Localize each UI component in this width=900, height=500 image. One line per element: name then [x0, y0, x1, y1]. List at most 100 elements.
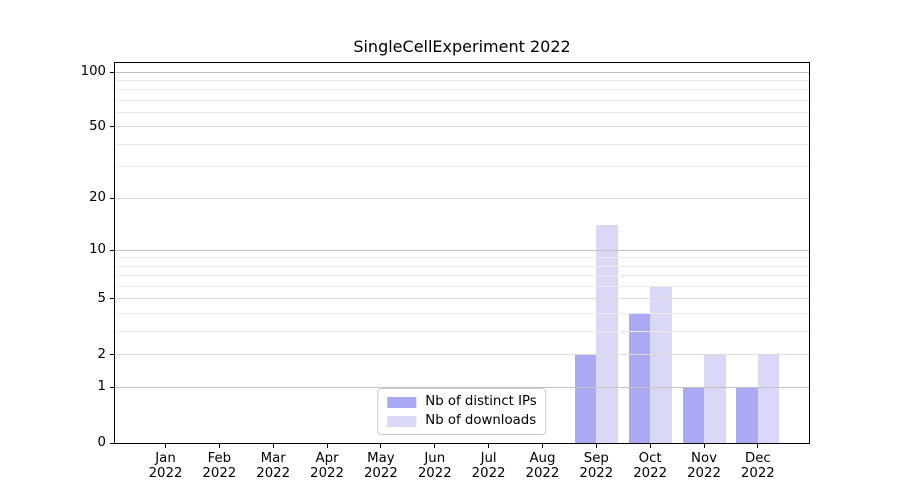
x-axis-tick-label: Apr 2022 — [299, 451, 355, 481]
x-tick-year: 2022 — [202, 466, 237, 481]
x-tick-mark — [434, 444, 436, 448]
x-tick-month: Apr — [315, 451, 339, 466]
gridline — [115, 386, 809, 388]
x-tick-month: Oct — [638, 451, 662, 466]
x-tick-year: 2022 — [148, 466, 183, 481]
x-axis-tick-label: Dec 2022 — [730, 451, 786, 481]
gridline — [115, 265, 809, 267]
y-tick-mark — [110, 249, 114, 251]
y-tick-mark — [110, 442, 114, 444]
y-tick-mark — [110, 197, 114, 199]
bar-downloads — [596, 225, 618, 443]
x-tick-mark — [757, 444, 759, 448]
x-axis-tick-label: Feb 2022 — [191, 451, 247, 481]
chart-title: SingleCellExperiment 2022 — [353, 37, 571, 56]
x-tick-mark — [541, 444, 543, 448]
x-axis-tick-label: Jan 2022 — [138, 451, 194, 481]
y-axis-tick-label: 50 — [89, 118, 106, 134]
gridline — [115, 166, 809, 168]
legend-swatch-distinct-ips — [387, 396, 417, 408]
x-tick-year: 2022 — [579, 466, 614, 481]
y-axis-tick-label: 0 — [97, 435, 106, 450]
y-tick-mark — [110, 71, 114, 73]
x-axis-tick-label: Jun 2022 — [407, 451, 463, 481]
legend-label-distinct-ips: Nb of distinct IPs — [425, 394, 537, 409]
x-tick-year: 2022 — [310, 466, 344, 481]
x-axis-tick-label: Aug 2022 — [514, 451, 570, 481]
gridline — [115, 126, 809, 128]
bar-downloads — [704, 354, 726, 443]
bar-downloads — [757, 354, 780, 443]
x-tick-month: May — [367, 451, 395, 466]
gridline — [115, 197, 809, 199]
y-axis-tick-label: 2 — [97, 346, 106, 362]
x-tick-mark — [703, 444, 705, 448]
gridline — [115, 71, 809, 73]
x-tick-month: Mar — [260, 451, 286, 466]
x-tick-month: Aug — [529, 451, 556, 466]
x-tick-year: 2022 — [740, 466, 775, 481]
x-tick-month: Nov — [691, 451, 717, 466]
gridline — [115, 143, 809, 145]
gridline — [115, 298, 809, 300]
x-tick-month: Dec — [744, 451, 771, 466]
x-tick-mark — [218, 444, 220, 448]
legend-item-distinct-ips: Nb of distinct IPs — [387, 394, 537, 410]
x-tick-month: Jun — [424, 451, 446, 466]
gridline — [115, 249, 809, 251]
legend: Nb of distinct IPs Nb of downloads — [377, 388, 547, 435]
y-axis-tick-label: 100 — [80, 64, 106, 80]
x-tick-month: Jul — [480, 451, 497, 466]
legend-swatch-downloads — [387, 415, 417, 427]
x-tick-mark — [595, 444, 597, 448]
x-tick-month: Jan — [155, 451, 176, 466]
x-tick-mark — [272, 444, 274, 448]
gridline — [115, 354, 809, 356]
x-tick-year: 2022 — [525, 466, 560, 481]
gridline — [115, 99, 809, 101]
x-tick-mark — [380, 444, 382, 448]
x-tick-mark — [165, 444, 166, 448]
bar-distinct-ips — [574, 354, 597, 443]
x-axis-tick-label: Oct 2022 — [622, 451, 678, 481]
y-tick-mark — [110, 298, 114, 300]
y-tick-mark — [110, 126, 114, 128]
x-tick-mark — [649, 444, 651, 448]
x-tick-year: 2022 — [363, 466, 398, 481]
bar-distinct-ips — [682, 387, 704, 443]
y-axis-tick-label: 1 — [97, 379, 106, 395]
gridline — [115, 286, 809, 288]
gridline — [115, 112, 809, 114]
bar-distinct-ips — [736, 387, 758, 443]
x-tick-year: 2022 — [633, 466, 668, 481]
gridline — [115, 275, 809, 277]
x-tick-year: 2022 — [417, 466, 452, 481]
gridline — [115, 313, 809, 315]
gridline — [115, 89, 809, 91]
bars-layer — [115, 63, 809, 443]
y-axis-tick-label: 20 — [89, 190, 106, 206]
gridline — [115, 79, 809, 81]
bar-distinct-ips — [628, 313, 651, 443]
x-axis-tick-label: Mar 2022 — [245, 451, 301, 481]
grid-layer — [115, 63, 809, 443]
plot-area: Nb of distinct IPs Nb of downloads — [114, 62, 810, 444]
x-tick-year: 2022 — [687, 466, 721, 481]
x-axis-tick-label: Nov 2022 — [676, 451, 732, 481]
x-axis-tick-label: May 2022 — [353, 451, 409, 481]
gridline — [115, 331, 809, 333]
y-axis-tick-label: 10 — [89, 242, 106, 258]
x-tick-mark — [326, 444, 328, 448]
x-axis-tick-label: Sep 2022 — [568, 451, 624, 481]
legend-item-downloads: Nb of downloads — [387, 413, 536, 429]
y-tick-mark — [110, 354, 114, 356]
x-tick-mark — [488, 444, 490, 448]
y-axis-tick-label: 5 — [97, 290, 106, 306]
bar-downloads — [650, 286, 672, 443]
x-tick-year: 2022 — [256, 466, 291, 481]
x-tick-month: Feb — [207, 451, 232, 466]
gridline — [115, 257, 809, 259]
legend-label-downloads: Nb of downloads — [425, 413, 537, 428]
x-tick-month: Sep — [583, 451, 609, 466]
